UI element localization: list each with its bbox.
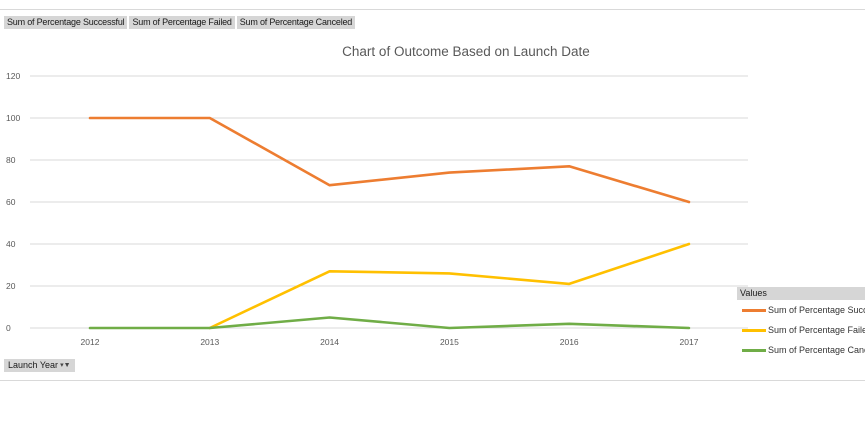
series-line-1[interactable] <box>88 116 691 204</box>
field-button-canceled[interactable]: Sum of Percentage Canceled <box>236 16 356 29</box>
chart-title: Chart of Outcome Based on Launch Date <box>342 44 590 59</box>
series-line-2[interactable] <box>208 242 691 330</box>
x-tick-label: 2013 <box>200 337 219 347</box>
legend-label: Sum of Percentage Failed <box>768 325 865 335</box>
x-tick-label: 2017 <box>680 337 699 347</box>
y-tick-label: 20 <box>6 281 16 291</box>
bottom-border <box>0 380 865 381</box>
axis-field-label: Launch Year <box>8 360 59 370</box>
legend-item-canceled: Sum of Percentage Canceled <box>737 340 865 360</box>
series-line-3[interactable] <box>88 316 691 330</box>
filter-dropdown-icon[interactable]: ▾▼ <box>60 362 71 369</box>
launch-year-axis-field-button[interactable]: Launch Year ▾▼ <box>4 359 75 372</box>
legend: Values Sum of Percentage Successful Sum … <box>737 287 865 360</box>
legend-swatch <box>742 308 766 312</box>
field-button-failed[interactable]: Sum of Percentage Failed <box>129 16 235 29</box>
legend-swatch <box>742 348 766 352</box>
legend-item-failed: Sum of Percentage Failed <box>737 320 865 340</box>
y-tick-label: 80 <box>6 155 16 165</box>
y-tick-label: 100 <box>6 113 20 123</box>
y-tick-label: 60 <box>6 197 16 207</box>
legend-swatch <box>742 328 766 332</box>
pivot-value-fields: Sum of Percentage Successful Sum of Perc… <box>4 16 356 29</box>
legend-label: Sum of Percentage Canceled <box>768 345 865 355</box>
y-tick-label: 40 <box>6 239 16 249</box>
x-tick-label: 2012 <box>81 337 100 347</box>
legend-item-successful: Sum of Percentage Successful <box>737 300 865 320</box>
field-button-successful[interactable]: Sum of Percentage Successful <box>4 16 128 29</box>
legend-label: Sum of Percentage Successful <box>768 305 865 315</box>
x-tick-label: 2014 <box>320 337 339 347</box>
legend-title[interactable]: Values <box>737 287 865 300</box>
x-tick-label: 2016 <box>560 337 579 347</box>
top-border <box>0 9 865 10</box>
y-tick-label: 120 <box>6 71 20 81</box>
x-tick-label: 2015 <box>440 337 459 347</box>
y-tick-label: 0 <box>6 323 11 333</box>
